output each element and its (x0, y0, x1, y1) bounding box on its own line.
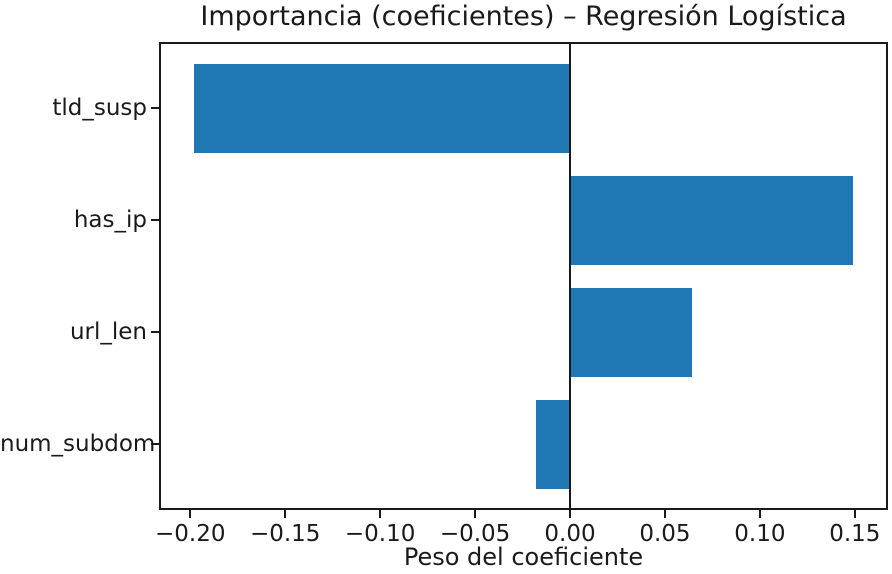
bar-num_subdom (535, 399, 570, 489)
x-axis-title: Peso del coeficiente (403, 543, 644, 571)
bar-tld_susp (194, 63, 570, 153)
x-tick-label: −0.15 (249, 521, 321, 547)
y-tick-label-url_len: url_len (69, 319, 147, 345)
x-tick-mark (189, 510, 192, 518)
x-tick-label: 0.00 (544, 521, 596, 547)
x-tick-mark (569, 510, 572, 518)
y-tick-mark (151, 219, 159, 221)
chart-title: Importancia (coeficientes) – Regresión L… (200, 1, 847, 32)
x-tick-mark (758, 510, 761, 518)
x-tick-label: −0.05 (439, 521, 511, 547)
x-tick-label: 0.05 (639, 521, 691, 547)
x-tick-mark (853, 510, 856, 518)
plot-area (159, 42, 888, 510)
x-tick-label: 0.10 (734, 521, 786, 547)
y-tick-label-has_ip: has_ip (73, 207, 147, 233)
x-tick-mark (474, 510, 477, 518)
x-tick-mark (284, 510, 287, 518)
x-tick-label: −0.20 (154, 521, 226, 547)
x-tick-mark (663, 510, 666, 518)
bar-has_ip (570, 175, 853, 265)
y-tick-mark (151, 331, 159, 333)
y-tick-mark (151, 443, 159, 445)
bar-url_len (570, 287, 692, 377)
y-tick-label-tld_susp: tld_susp (52, 95, 147, 121)
x-tick-mark (379, 510, 382, 518)
x-tick-label: 0.15 (829, 521, 881, 547)
y-tick-mark (151, 107, 159, 109)
x-tick-label: −0.10 (344, 521, 416, 547)
y-tick-label-num_subdom: num_subdom (0, 431, 156, 457)
zero-line (569, 44, 572, 508)
